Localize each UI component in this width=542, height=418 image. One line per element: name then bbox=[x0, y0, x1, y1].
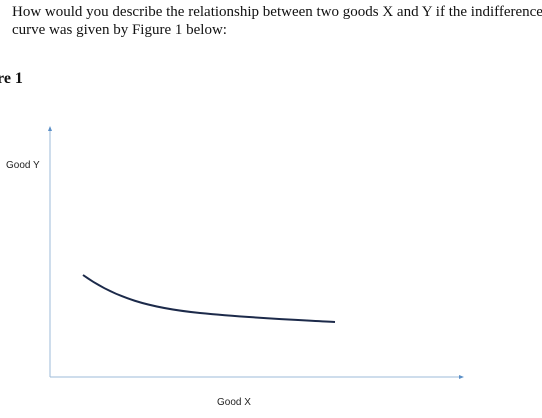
y-axis-label: Good Y bbox=[6, 160, 40, 171]
indifference-curve bbox=[82, 274, 336, 323]
x-axis-arrow bbox=[459, 375, 464, 379]
question-line: How would you describe the relationship … bbox=[12, 4, 542, 20]
figure-label: re 1 bbox=[0, 70, 23, 87]
question-line: curve was given by Figure 1 below: bbox=[12, 22, 227, 38]
x-axis-label: Good X bbox=[217, 397, 251, 408]
y-axis-arrow bbox=[48, 126, 52, 131]
